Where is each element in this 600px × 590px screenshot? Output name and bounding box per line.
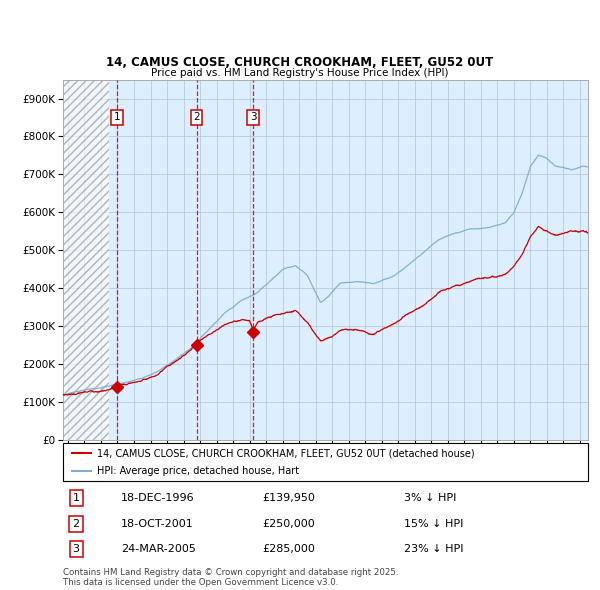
Text: 3: 3 xyxy=(250,113,257,123)
Text: HPI: Average price, detached house, Hart: HPI: Average price, detached house, Hart xyxy=(97,466,299,476)
Text: 2: 2 xyxy=(193,113,200,123)
FancyBboxPatch shape xyxy=(63,442,588,481)
Text: 18-OCT-2001: 18-OCT-2001 xyxy=(121,519,193,529)
Text: 3: 3 xyxy=(73,544,80,554)
Bar xyxy=(63,80,109,440)
Text: Price paid vs. HM Land Registry's House Price Index (HPI): Price paid vs. HM Land Registry's House … xyxy=(151,68,449,78)
Text: 14, CAMUS CLOSE, CHURCH CROOKHAM, FLEET, GU52 0UT (detached house): 14, CAMUS CLOSE, CHURCH CROOKHAM, FLEET,… xyxy=(97,448,475,458)
Text: 14, CAMUS CLOSE, CHURCH CROOKHAM, FLEET, GU52 0UT: 14, CAMUS CLOSE, CHURCH CROOKHAM, FLEET,… xyxy=(106,56,494,69)
Text: 24-MAR-2005: 24-MAR-2005 xyxy=(121,544,196,554)
Text: 2: 2 xyxy=(73,519,80,529)
Text: 1: 1 xyxy=(73,493,80,503)
Text: 15% ↓ HPI: 15% ↓ HPI xyxy=(404,519,464,529)
Text: £250,000: £250,000 xyxy=(263,519,315,529)
Text: 18-DEC-1996: 18-DEC-1996 xyxy=(121,493,194,503)
Text: £139,950: £139,950 xyxy=(263,493,316,503)
Text: 1: 1 xyxy=(113,113,120,123)
Text: 3% ↓ HPI: 3% ↓ HPI xyxy=(404,493,457,503)
Text: Contains HM Land Registry data © Crown copyright and database right 2025.
This d: Contains HM Land Registry data © Crown c… xyxy=(63,568,398,587)
Text: 23% ↓ HPI: 23% ↓ HPI xyxy=(404,544,464,554)
Text: £285,000: £285,000 xyxy=(263,544,316,554)
